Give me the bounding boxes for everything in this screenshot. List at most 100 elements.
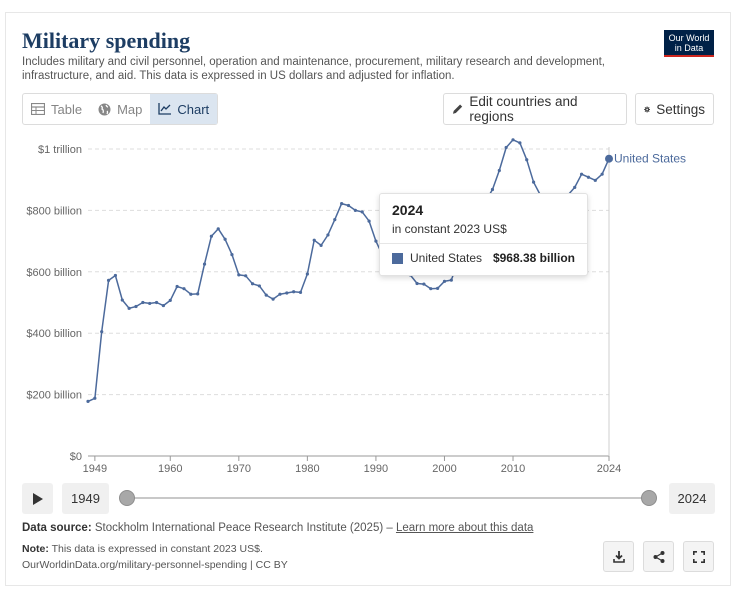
tab-map-label: Map [117,101,143,117]
data-point [298,290,303,294]
data-point [161,303,166,308]
data-point [264,293,268,297]
data-point [518,141,522,145]
data-point [353,208,357,212]
data-point [422,282,426,286]
table-icon [31,103,45,115]
y-tick-label: $800 billion [26,205,82,217]
series-end-label: United States [614,152,686,166]
y-tick-label: $600 billion [26,267,82,279]
tab-table-label: Table [51,101,83,117]
data-point [250,282,255,286]
data-point [134,304,138,309]
tooltip-divider [380,243,587,244]
timeline-start-year: 1949 [62,483,109,514]
x-tick-label: 1990 [364,463,388,475]
download-icon [612,550,625,563]
owid-logo[interactable]: Our World in Data [664,30,714,57]
timeline-end-year: 2024 [669,483,715,514]
fullscreen-button[interactable] [683,541,714,572]
data-point [285,291,289,295]
note-label: Note: [22,543,49,555]
data-point [292,290,296,294]
data-point [113,273,118,278]
logo-line-2: in Data [674,43,704,53]
data-tooltip: 2024 in constant 2023 US$ United States … [379,193,588,276]
chart-note: Note: This data is expressed in constant… [22,543,263,555]
line-chart: $0 $200 billion $400 billion $600 billion $8… [26,138,686,475]
data-point [511,138,515,142]
data-point [237,273,241,277]
tab-map[interactable]: Map [90,94,150,124]
data-point [326,233,330,237]
download-button[interactable] [603,541,634,572]
data-point [305,272,309,276]
x-axis: 1949 1960 1970 1980 1990 2000 2010 2024 [83,456,621,475]
y-tick-label: $0 [70,451,82,463]
data-point [230,253,234,257]
tooltip-unit: in constant 2023 US$ [392,222,507,236]
data-point [189,292,193,296]
share-button[interactable] [643,541,674,572]
data-point [148,301,152,306]
timeline-end-handle[interactable] [641,490,657,506]
timeline-track[interactable] [127,497,649,499]
chart-title: Military spending [22,28,191,53]
play-icon [32,492,43,505]
data-source: Data source: Stockholm International Pea… [22,522,533,534]
tab-chart[interactable]: Chart [150,94,218,124]
data-point [257,284,261,288]
source-label: Data source: [22,522,92,534]
series-end-point [605,154,613,163]
data-point [586,175,591,179]
x-tick-label: 1949 [83,463,107,475]
data-point [340,202,344,206]
fullscreen-icon [692,550,705,563]
data-point [346,203,351,208]
play-button[interactable] [22,483,53,514]
data-point [415,281,419,286]
data-point [374,239,378,243]
data-point [86,399,90,403]
tooltip-entity: United States [410,251,483,265]
data-point [120,298,124,302]
timeline-start-handle[interactable] [119,490,135,506]
data-point [196,292,200,296]
x-tick-label: 2010 [501,463,525,475]
chart-url: OurWorldinData.org/military-personnel-sp… [22,559,288,571]
view-tabs: Table Map Chart [22,93,219,125]
source-text: Stockholm International Peace Research I… [94,522,393,534]
data-point [360,210,364,214]
data-point [449,278,453,282]
data-point [497,168,501,173]
globe-icon [98,103,111,115]
y-axis-labels: $0 $200 billion $400 billion $600 billion $8… [26,144,82,463]
tab-table[interactable]: Table [23,94,90,124]
settings-button[interactable]: Settings [635,93,714,125]
data-point [216,227,220,231]
y-tick-label: $400 billion [26,328,82,340]
learn-more-link[interactable]: Learn more about this data [395,522,534,534]
chart-subtitle: Includes military and civil personnel, o… [22,56,605,82]
settings-label: Settings [656,101,705,117]
share-icon [653,550,664,563]
data-point [93,396,97,400]
y-tick-label: $1 trillion [38,144,82,156]
tooltip-value: $968.38 billion [492,251,575,265]
data-point [573,185,577,189]
data-point [429,287,433,291]
logo-line-1: Our World [668,33,710,43]
data-point [333,218,337,222]
data-point [271,297,275,301]
tooltip-swatch [392,253,403,264]
data-point [436,286,440,290]
data-point [593,178,597,182]
x-tick-label: 2024 [597,463,621,475]
data-point [244,274,248,278]
data-point [525,158,529,162]
y-tick-label: $200 billion [26,390,82,402]
edit-countries-button[interactable]: Edit countries and regions [443,93,627,125]
data-point [442,279,447,283]
data-point [319,243,323,247]
data-point [367,219,371,223]
